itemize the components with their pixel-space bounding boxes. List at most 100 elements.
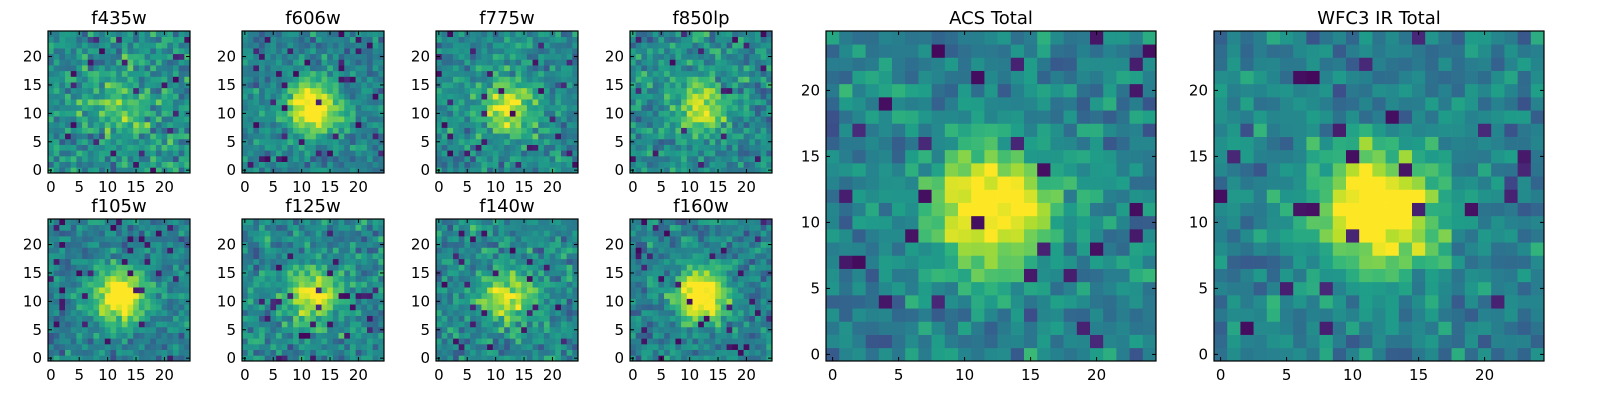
heatmap-cell	[487, 138, 494, 145]
heatmap-cell	[453, 87, 460, 94]
heatmap-cell	[65, 315, 72, 322]
heatmap-cell	[441, 87, 448, 94]
heatmap-cell	[766, 65, 773, 72]
heatmap-cell	[675, 270, 682, 277]
heatmap-cell	[732, 161, 739, 168]
heatmap-cell	[172, 76, 179, 83]
heatmap-cell	[732, 36, 739, 43]
heatmap-cell	[82, 155, 89, 162]
heatmap-cell	[492, 161, 499, 168]
heatmap-cell	[138, 349, 145, 356]
heatmap-cell	[99, 127, 106, 134]
plot-frame	[435, 218, 579, 362]
x-tick-label: 5	[462, 366, 472, 384]
heatmap-cell	[464, 258, 471, 265]
heatmap-cell	[498, 304, 505, 311]
heatmap-cell	[658, 36, 665, 43]
heatmap-cell	[321, 110, 328, 117]
heatmap-cell	[543, 241, 550, 248]
heatmap-cell	[681, 53, 688, 60]
heatmap-cell	[635, 31, 642, 38]
heatmap-cell	[304, 241, 311, 248]
heatmap-cell	[436, 121, 443, 128]
heatmap-cell	[121, 42, 128, 49]
heatmap-cell	[521, 133, 528, 140]
heatmap-cell	[76, 258, 83, 265]
heatmap-cell	[287, 315, 294, 322]
heatmap-cell	[647, 332, 654, 339]
heatmap-cell	[178, 161, 185, 168]
heatmap-cell	[447, 241, 454, 248]
heatmap-cell	[366, 230, 373, 237]
heatmap-cell	[754, 298, 761, 305]
heatmap-cell	[709, 338, 716, 345]
heatmap-cell	[521, 236, 528, 243]
heatmap-cell	[521, 230, 528, 237]
heatmap-cell	[509, 53, 516, 60]
heatmap-cell	[259, 258, 266, 265]
heatmap-cell	[532, 155, 539, 162]
heatmap-cell	[366, 253, 373, 260]
heatmap-cell	[635, 167, 642, 174]
heatmap-cell	[116, 338, 123, 345]
heatmap-cell	[161, 298, 168, 305]
heatmap-cell	[76, 270, 83, 277]
heatmap-cell	[332, 355, 339, 362]
heatmap-cell	[172, 65, 179, 72]
heatmap-cell	[703, 309, 710, 316]
heatmap-cell	[59, 167, 66, 174]
heatmap-cell	[178, 332, 185, 339]
heatmap-cell	[532, 270, 539, 277]
heatmap-cell	[504, 258, 511, 265]
heatmap-cell	[65, 87, 72, 94]
heatmap-cell	[161, 48, 168, 55]
heatmap-cell	[127, 326, 134, 333]
heatmap-cell	[276, 287, 283, 294]
heatmap-cell	[133, 338, 140, 345]
heatmap-cell	[652, 155, 659, 162]
heatmap-cell	[532, 219, 539, 226]
heatmap-cell	[658, 42, 665, 49]
heatmap-cell	[253, 270, 260, 277]
heatmap-cell	[498, 42, 505, 49]
heatmap-cell	[760, 82, 767, 89]
heatmap-cell	[703, 155, 710, 162]
heatmap-cell	[436, 59, 443, 66]
heatmap-cell	[310, 298, 317, 305]
heatmap-cell	[48, 258, 55, 265]
heatmap-cell	[178, 93, 185, 100]
heatmap-cell	[549, 281, 556, 288]
heatmap-cell	[59, 253, 66, 260]
heatmap-cell	[242, 150, 249, 157]
heatmap-cell	[270, 230, 277, 237]
heatmap-cell	[526, 116, 533, 123]
heatmap-cell	[635, 304, 642, 311]
heatmap-cell	[749, 315, 756, 322]
heatmap-cell	[692, 304, 699, 311]
heatmap-cell	[572, 230, 579, 237]
heatmap-cell	[70, 76, 77, 83]
heatmap-cell	[560, 315, 567, 322]
heatmap-cell	[127, 287, 134, 294]
heatmap-cell	[641, 287, 648, 294]
heatmap-cell	[760, 127, 767, 134]
heatmap-cell	[464, 116, 471, 123]
heatmap-cell	[538, 76, 545, 83]
heatmap-cell	[259, 144, 266, 151]
heatmap-cell	[344, 99, 351, 106]
heatmap-cell	[526, 121, 533, 128]
heatmap-cell	[242, 315, 249, 322]
heatmap-cell	[754, 292, 761, 299]
heatmap-cell	[242, 304, 249, 311]
heatmap-cell	[538, 236, 545, 243]
heatmap-cell	[121, 355, 128, 362]
heatmap-cell	[127, 138, 134, 145]
heatmap-cell	[498, 236, 505, 243]
heatmap-cell	[259, 292, 266, 299]
heatmap-cell	[698, 349, 705, 356]
heatmap-cell	[698, 270, 705, 277]
heatmap-cell	[264, 82, 271, 89]
heatmap-cell	[87, 287, 94, 294]
heatmap-cell	[172, 93, 179, 100]
heatmap-cell	[732, 42, 739, 49]
